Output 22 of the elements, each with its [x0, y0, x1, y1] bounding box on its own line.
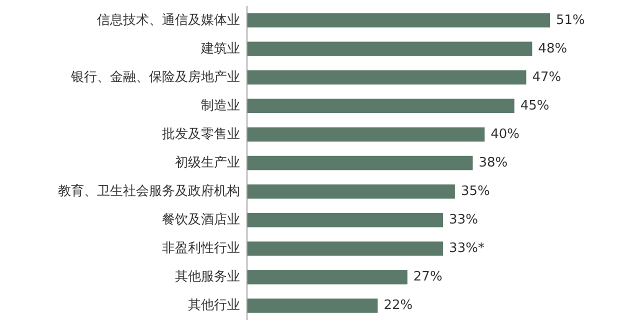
category-label: 制造业 — [201, 98, 240, 114]
value-label: 51% — [556, 12, 585, 28]
category-label: 教育、卫生社会服务及政府机构 — [58, 184, 240, 200]
category-label: 初级生产业 — [175, 156, 240, 170]
category-label: 其他行业 — [188, 298, 240, 314]
value-label: 45% — [520, 98, 550, 114]
value-label: 48% — [538, 41, 568, 56]
category-label: 信息技术、通信及媒体业 — [97, 12, 240, 28]
value-label: 38% — [478, 156, 508, 170]
category-label: 其他服务业 — [175, 270, 240, 285]
value-label: 40% — [490, 126, 520, 142]
category-label: 建筑业 — [201, 41, 240, 56]
category-label: 银行、金融、保险及房地产业 — [71, 70, 240, 85]
value-label: 33%* — [449, 241, 484, 256]
category-label: 批发及零售业 — [162, 126, 240, 142]
value-label: 35% — [460, 184, 490, 200]
category-label: 非盈利性行业 — [162, 241, 240, 256]
value-label: 47% — [532, 70, 562, 85]
category-label: 餐饮及酒店业 — [162, 212, 240, 228]
value-label: 27% — [413, 270, 442, 285]
value-label: 33% — [449, 212, 478, 228]
value-label: 22% — [384, 298, 413, 314]
